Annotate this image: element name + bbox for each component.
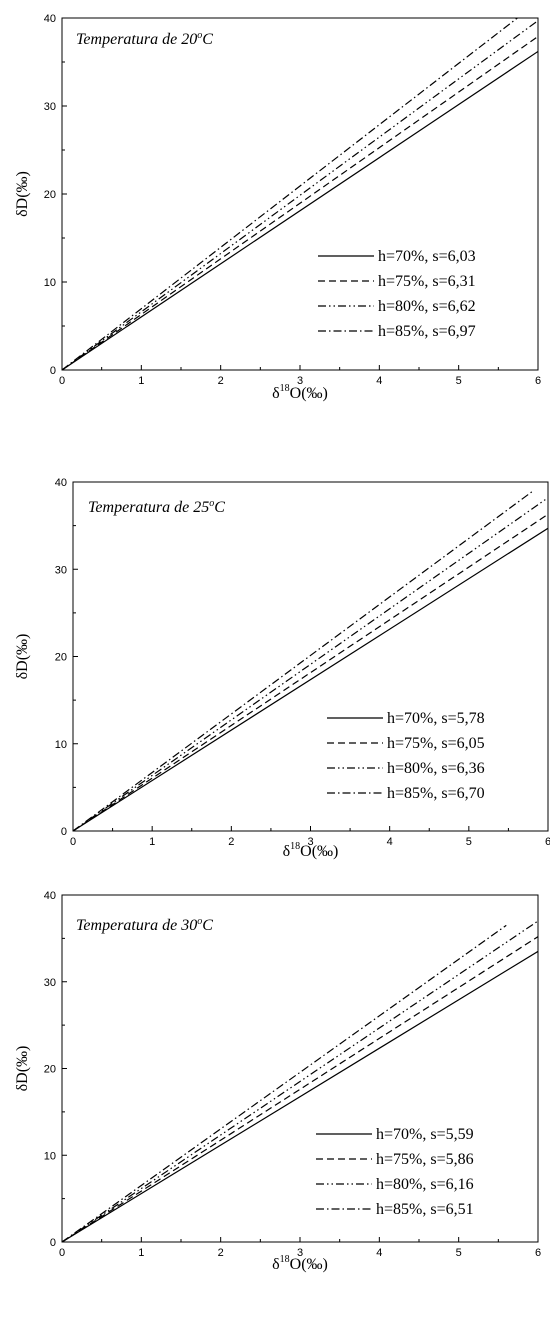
x-tick-label: 0 bbox=[70, 836, 76, 848]
plot-frame bbox=[61, 17, 539, 371]
y-axis-label: δD(‰) bbox=[14, 634, 31, 680]
chart-title-unit: C bbox=[202, 917, 213, 934]
legend-label-4: h=85%, s=6,70 bbox=[387, 785, 485, 802]
chart-title: Temperatura de 25oC bbox=[88, 498, 225, 516]
legend-label-4: h=85%, s=6,97 bbox=[378, 323, 476, 340]
x-tick-label: 5 bbox=[456, 1247, 462, 1259]
legend-label-1: h=70%, s=5,59 bbox=[376, 1126, 474, 1143]
chart-title-text: Temperatura de 30 bbox=[76, 917, 197, 934]
series-line-3 bbox=[73, 497, 548, 831]
x-tick-label: 6 bbox=[535, 1247, 541, 1259]
x-axis-label-unit: O(‰) bbox=[300, 843, 338, 860]
y-tick-label: 30 bbox=[44, 101, 56, 113]
chart-title-sup: o bbox=[197, 916, 202, 927]
x-axis-label-sup: 18 bbox=[280, 1254, 290, 1265]
y-tick-label: 0 bbox=[61, 826, 67, 838]
y-tick-label: 30 bbox=[55, 564, 67, 576]
series-line-1 bbox=[62, 950, 538, 1242]
series-line-2 bbox=[62, 35, 538, 370]
chart-title: Temperatura de 30oC bbox=[76, 916, 213, 934]
legend-label-3: h=80%, s=6,62 bbox=[378, 298, 476, 315]
y-tick-label: 30 bbox=[44, 977, 56, 989]
x-axis-label: δ18O(‰) bbox=[272, 383, 328, 402]
series-line-1 bbox=[73, 527, 548, 831]
x-axis-label-delta: δ bbox=[272, 1256, 280, 1273]
chart-title-unit: C bbox=[214, 499, 225, 516]
y-tick-label: 10 bbox=[55, 739, 67, 751]
series-line-3 bbox=[62, 20, 538, 370]
x-axis-label-unit: O(‰) bbox=[290, 385, 328, 402]
x-tick-label: 6 bbox=[535, 375, 541, 387]
x-tick-label: 2 bbox=[228, 836, 234, 848]
series-group bbox=[73, 491, 548, 831]
x-tick-label: 2 bbox=[218, 375, 224, 387]
x-axis-label-unit: O(‰) bbox=[290, 1256, 328, 1273]
x-tick-label: 5 bbox=[456, 375, 462, 387]
x-tick-label: 6 bbox=[545, 836, 550, 848]
x-tick-label: 4 bbox=[376, 375, 382, 387]
x-tick-label: 0 bbox=[59, 1247, 65, 1259]
x-tick-label: 0 bbox=[59, 375, 65, 387]
series-line-1 bbox=[62, 50, 538, 370]
series-group bbox=[62, 920, 538, 1242]
x-tick-label: 3 bbox=[297, 1247, 303, 1259]
x-tick-label: 2 bbox=[218, 1247, 224, 1259]
chart-title-sup: o bbox=[197, 30, 202, 41]
y-axis-label: δD(‰) bbox=[14, 1046, 31, 1092]
x-axis-label: δ18O(‰) bbox=[283, 841, 339, 860]
x-axis-label-delta: δ bbox=[272, 385, 280, 402]
series-line-3 bbox=[62, 920, 538, 1242]
chart-title: Temperatura de 20oC bbox=[76, 30, 213, 48]
y-tick-label: 40 bbox=[44, 890, 56, 902]
legend-label-1: h=70%, s=6,03 bbox=[378, 248, 476, 265]
series-line-4 bbox=[62, 924, 507, 1242]
x-tick-label: 1 bbox=[138, 375, 144, 387]
series-line-4 bbox=[73, 491, 533, 831]
series-line-4 bbox=[62, 18, 518, 370]
x-tick-label: 3 bbox=[307, 836, 313, 848]
x-axis-label-sup: 18 bbox=[280, 383, 290, 394]
legend-label-2: h=75%, s=6,31 bbox=[378, 273, 476, 290]
legend-label-2: h=75%, s=5,86 bbox=[376, 1151, 474, 1168]
legend-label-3: h=80%, s=6,16 bbox=[376, 1176, 474, 1193]
x-axis-label-sup: 18 bbox=[290, 841, 300, 852]
series-group bbox=[62, 18, 538, 370]
chart-title-unit: C bbox=[202, 31, 213, 48]
chart-title-text: Temperatura de 20 bbox=[76, 31, 197, 48]
x-tick-label: 3 bbox=[297, 375, 303, 387]
y-tick-label: 20 bbox=[44, 1064, 56, 1076]
x-tick-label: 1 bbox=[149, 836, 155, 848]
y-axis-label: δD(‰) bbox=[14, 171, 31, 217]
y-tick-label: 20 bbox=[55, 652, 67, 664]
series-line-2 bbox=[73, 513, 548, 831]
y-tick-label: 0 bbox=[50, 365, 56, 377]
plot-frame bbox=[72, 481, 549, 832]
y-tick-label: 40 bbox=[55, 477, 67, 489]
y-tick-label: 0 bbox=[50, 1237, 56, 1249]
series-line-2 bbox=[62, 936, 538, 1242]
y-tick-label: 40 bbox=[44, 13, 56, 25]
legend-label-2: h=75%, s=6,05 bbox=[387, 735, 485, 752]
y-tick-label: 10 bbox=[44, 1150, 56, 1162]
legend-label-3: h=80%, s=6,36 bbox=[387, 760, 485, 777]
x-axis-label: δ18O(‰) bbox=[272, 1254, 328, 1273]
legend-label-4: h=85%, s=6,51 bbox=[376, 1201, 474, 1218]
x-axis-label-delta: δ bbox=[283, 843, 291, 860]
x-tick-label: 5 bbox=[466, 836, 472, 848]
x-tick-label: 4 bbox=[387, 836, 393, 848]
legend-label-1: h=70%, s=5,78 bbox=[387, 710, 485, 727]
x-tick-label: 1 bbox=[138, 1247, 144, 1259]
x-tick-label: 4 bbox=[376, 1247, 382, 1259]
y-tick-label: 10 bbox=[44, 277, 56, 289]
chart-title-text: Temperatura de 25 bbox=[88, 499, 209, 516]
chart-title-sup: o bbox=[209, 498, 214, 509]
y-tick-label: 20 bbox=[44, 189, 56, 201]
